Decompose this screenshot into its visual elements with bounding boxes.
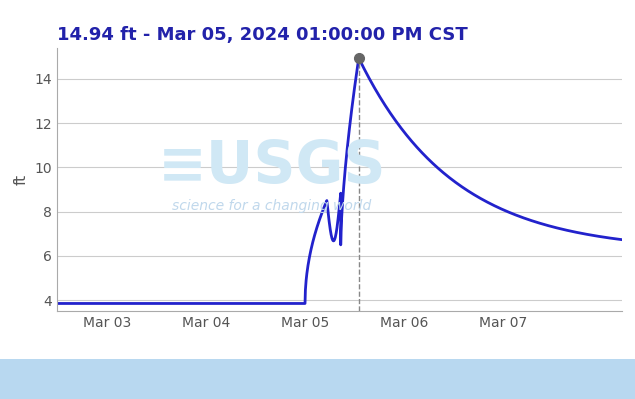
Text: 14.94 ft - Mar 05, 2024 01:00:00 PM CST: 14.94 ft - Mar 05, 2024 01:00:00 PM CST	[57, 26, 468, 43]
Y-axis label: ft: ft	[14, 174, 29, 185]
Text: science for a changing world: science for a changing world	[172, 199, 371, 213]
Text: ≡USGS: ≡USGS	[157, 138, 386, 195]
